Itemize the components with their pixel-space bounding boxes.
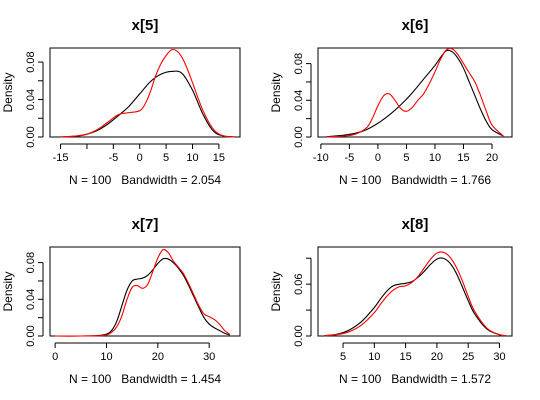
y-tick-label: 0.00: [25, 325, 37, 346]
y-tick-label: 0.00: [293, 126, 305, 147]
x-tick-label: 15: [399, 351, 411, 363]
x-tick-label: -5: [344, 152, 354, 164]
density-curve-black: [324, 257, 506, 337]
density-curve-red: [60, 48, 235, 138]
x-tick-label: 5: [163, 152, 169, 164]
y-axis-label: Density: [269, 72, 283, 112]
plot-frame: [317, 47, 513, 138]
panel-title: x[8]: [402, 216, 429, 233]
x-tick-label: 15: [457, 152, 469, 164]
x-tick-label: -15: [53, 152, 69, 164]
x-axis-label: N = 100 Bandwidth = 2.054: [69, 173, 221, 187]
y-tick-label: 0.08: [293, 53, 305, 74]
x-axis-label: N = 100 Bandwidth = 1.454: [69, 372, 221, 386]
x-tick-label: 0: [375, 152, 381, 164]
density-curve-black: [55, 257, 230, 337]
x-tick-label: 10: [186, 152, 198, 164]
y-axis-label: Density: [1, 72, 15, 112]
density-panel-6: x[6] -10 -5 0 5 10 15 20 0.00 0.04 0.08 Density N = …: [269, 17, 513, 187]
x-tick-label: 30: [493, 351, 505, 363]
x-tick-label: 5: [340, 351, 346, 363]
x-tick-label: 30: [203, 351, 215, 363]
y-tick-label: 0.00: [293, 325, 305, 346]
panel-title: x[6]: [402, 17, 429, 34]
x-axis-label: N = 100 Bandwidth = 1.766: [339, 173, 491, 187]
y-tick-label: 0.08: [25, 252, 37, 273]
density-panel-7: x[7] 0 10 20 30 0.00 0.04 0.08 Density N = 100 Ba…: [1, 216, 241, 386]
x-tick-label: 20: [431, 351, 443, 363]
x-tick-label: 5: [403, 152, 409, 164]
density-curve-black: [60, 70, 235, 138]
y-tick-label: 0.00: [25, 126, 37, 147]
x-tick-label: 10: [429, 152, 441, 164]
x-tick-label: 20: [486, 152, 498, 164]
density-panel-8: x[8] 5 10 15 20 25 30 0.00 0.06 Density N = 100 Ba…: [269, 216, 513, 386]
plot-frame: [317, 246, 513, 337]
y-axis-label: Density: [1, 271, 15, 311]
density-curve-red: [55, 248, 231, 337]
y-tick-label: 0.04: [25, 289, 37, 310]
y-tick-label: 0.04: [25, 89, 37, 110]
density-curve-black: [326, 49, 504, 138]
x-tick-label: 0: [52, 351, 58, 363]
x-tick-label: 15: [213, 152, 225, 164]
y-axis-label: Density: [269, 271, 283, 311]
x-axis-label: N = 100 Bandwidth = 1.572: [339, 372, 491, 386]
plot-frame: [49, 47, 241, 138]
x-tick-label: -5: [108, 152, 118, 164]
x-tick-label: 25: [462, 351, 474, 363]
y-tick-label: 0.06: [293, 273, 305, 294]
y-tick-label: 0.04: [293, 90, 305, 111]
y-tick-label: 0.08: [25, 51, 37, 72]
x-tick-label: 10: [100, 351, 112, 363]
x-tick-label: -10: [313, 152, 329, 164]
plot-frame: [49, 246, 241, 337]
x-tick-label: 0: [137, 152, 143, 164]
density-curve-red: [324, 251, 506, 337]
x-tick-label: 20: [152, 351, 164, 363]
density-panel-5: x[5] -15 -5 0 5 10 15 0.00 0.04 0.08 Density N = 10…: [1, 17, 241, 187]
panel-title: x[7]: [132, 216, 159, 233]
density-curve-red: [326, 47, 504, 138]
panel-title: x[5]: [132, 17, 159, 34]
x-tick-label: 10: [368, 351, 380, 363]
